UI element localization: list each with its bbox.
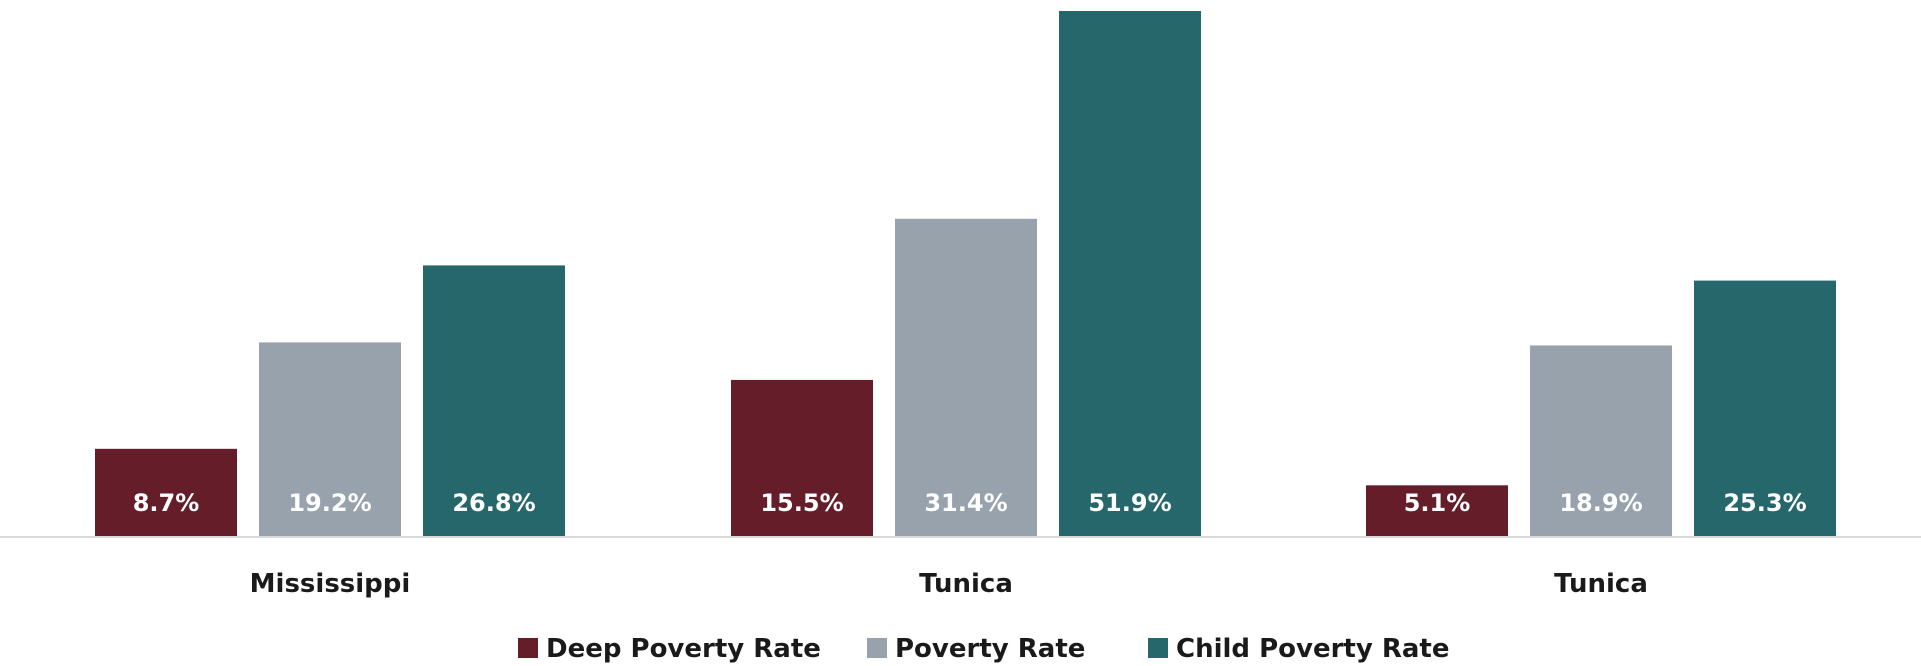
bar-value-label: 25.3% — [1723, 489, 1806, 517]
legend-label: Poverty Rate — [895, 634, 1085, 664]
bar-value-label: 15.5% — [760, 489, 843, 517]
bar-value-label: 26.8% — [452, 489, 535, 517]
bar-1-group-1 — [95, 448, 237, 537]
bar-2-group-2 — [895, 218, 1037, 537]
bar-value-label: 18.9% — [1559, 489, 1642, 517]
legend-label: Child Poverty Rate — [1176, 634, 1449, 664]
bars-group: 8.7% 19.2% 26.8% 15.5% 31.4% 51.9% 5.1% 18.9% 25… — [95, 11, 1836, 537]
bar-value-label: 31.4% — [924, 489, 1007, 517]
legend-swatch — [867, 638, 887, 658]
legend-swatch — [1148, 638, 1168, 658]
bar-1-group-2 — [731, 379, 873, 537]
bar-1-group-3 — [1366, 485, 1508, 537]
bar-3-group-2 — [1059, 11, 1201, 537]
category-labels: Mississippi Tunica Tunica — [250, 569, 1648, 599]
category-label: Tunica — [919, 569, 1013, 599]
bar-2-group-3 — [1530, 345, 1672, 537]
legend-label: Deep Poverty Rate — [546, 634, 821, 664]
bar-2-group-1 — [259, 342, 401, 537]
legend-swatch — [518, 638, 538, 658]
bar-value-label: 8.7% — [133, 489, 200, 517]
bar-3-group-3 — [1694, 280, 1836, 537]
bar-3-group-1 — [423, 265, 565, 537]
bar-value-label: 5.1% — [1404, 489, 1471, 517]
bar-value-label: 19.2% — [288, 489, 371, 517]
legend: Deep Poverty Rate Poverty Rate Child Pover… — [518, 634, 1449, 664]
bar-value-label: 51.9% — [1088, 489, 1171, 517]
category-label: Mississippi — [250, 569, 411, 599]
category-label: Tunica — [1554, 569, 1648, 599]
